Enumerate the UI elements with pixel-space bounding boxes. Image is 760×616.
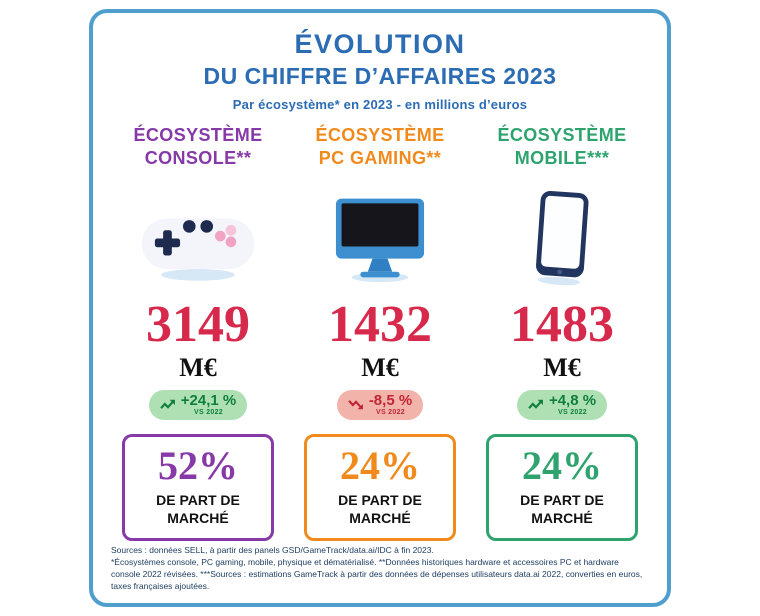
infographic-frame: ÉVOLUTION DU CHIFFRE D’AFFAIRES 2023 Par…: [89, 9, 671, 607]
trend-down-icon: [348, 399, 363, 410]
market-share-caption: DE PART DE MARCHÉ: [156, 491, 240, 527]
change-value: +24,1 %: [180, 391, 237, 409]
ecosystem-heading: ÉCOSYSTÈME MOBILE***: [471, 124, 653, 171]
ecosystem-heading: ÉCOSYSTÈME CONSOLE**: [107, 124, 289, 171]
change-badge: +4,8 % VS 2022: [516, 389, 608, 420]
footer-sources-line2: *Écosystèmes console, PC gaming, mobile,…: [111, 557, 643, 592]
market-share-box: 24% DE PART DE MARCHÉ: [304, 433, 456, 542]
change-value: -8,5 %: [368, 391, 413, 409]
revenue-unit: M€: [543, 352, 581, 382]
change-period: VS 2022: [376, 408, 405, 416]
ecosystem-heading-line1: ÉCOSYSTÈME: [315, 125, 445, 145]
header: ÉVOLUTION DU CHIFFRE D’AFFAIRES 2023 Par…: [107, 29, 653, 112]
trend-up-icon: [160, 399, 175, 409]
ecosystem-heading-line1: ÉCOSYSTÈME: [133, 125, 263, 145]
page-subtitle: Par écosystème* en 2023 - en millions d’…: [232, 97, 528, 112]
ecosystem-columns: ÉCOSYSTÈME CONSOLE**: [107, 124, 653, 542]
change-period: VS 2022: [194, 408, 223, 416]
ecosystem-heading-line2: CONSOLE**: [144, 148, 252, 169]
revenue-unit: M€: [179, 352, 217, 382]
ecosystem-icon-wrap: [289, 185, 471, 291]
ecosystem-column-pc-gaming: ÉCOSYSTÈME PC GAMING** 1432 M€: [289, 124, 471, 542]
footer-sources-line1: Sources : données SELL, à partir des pan…: [111, 545, 434, 556]
page-title-line1: ÉVOLUTION: [294, 29, 466, 59]
change-value: +4,8 %: [548, 391, 597, 409]
change-period: VS 2022: [558, 408, 587, 416]
page-title-line2: DU CHIFFRE D’AFFAIRES 2023: [203, 63, 557, 89]
market-share-caption: DE PART DE MARCHÉ: [520, 491, 604, 527]
ecosystem-heading-line2: MOBILE***: [514, 148, 610, 169]
change-badge: -8,5 % VS 2022: [336, 389, 424, 420]
market-share-box: 24% DE PART DE MARCHÉ: [486, 433, 638, 542]
revenue-value: 1432: [328, 295, 432, 353]
smartphone-icon: [536, 190, 589, 285]
ecosystem-icon-wrap: [471, 185, 653, 291]
revenue-unit: M€: [361, 352, 399, 382]
market-share-box: 52% DE PART DE MARCHÉ: [122, 433, 274, 542]
revenue-value: 3149: [146, 295, 250, 353]
desktop-monitor-icon: [335, 198, 425, 282]
market-share-caption: DE PART DE MARCHÉ: [338, 491, 422, 527]
ecosystem-column-console: ÉCOSYSTÈME CONSOLE**: [107, 124, 289, 542]
footer-sources: Sources : données SELL, à partir des pan…: [107, 545, 653, 595]
market-share-value: 24%: [340, 442, 420, 488]
ecosystem-heading: ÉCOSYSTÈME PC GAMING**: [289, 124, 471, 171]
market-share-value: 24%: [522, 442, 602, 488]
ecosystem-heading-line2: PC GAMING**: [318, 148, 442, 169]
trend-up-icon: [528, 399, 543, 409]
ecosystem-column-mobile: ÉCOSYSTÈME MOBILE*** 1483 M€: [471, 124, 653, 542]
game-controller-icon: [141, 218, 255, 281]
change-badge: +24,1 % VS 2022: [148, 389, 248, 420]
ecosystem-icon-wrap: [107, 185, 289, 291]
market-share-value: 52%: [158, 442, 238, 488]
revenue-value: 1483: [510, 295, 614, 353]
ecosystem-heading-line1: ÉCOSYSTÈME: [497, 125, 627, 145]
